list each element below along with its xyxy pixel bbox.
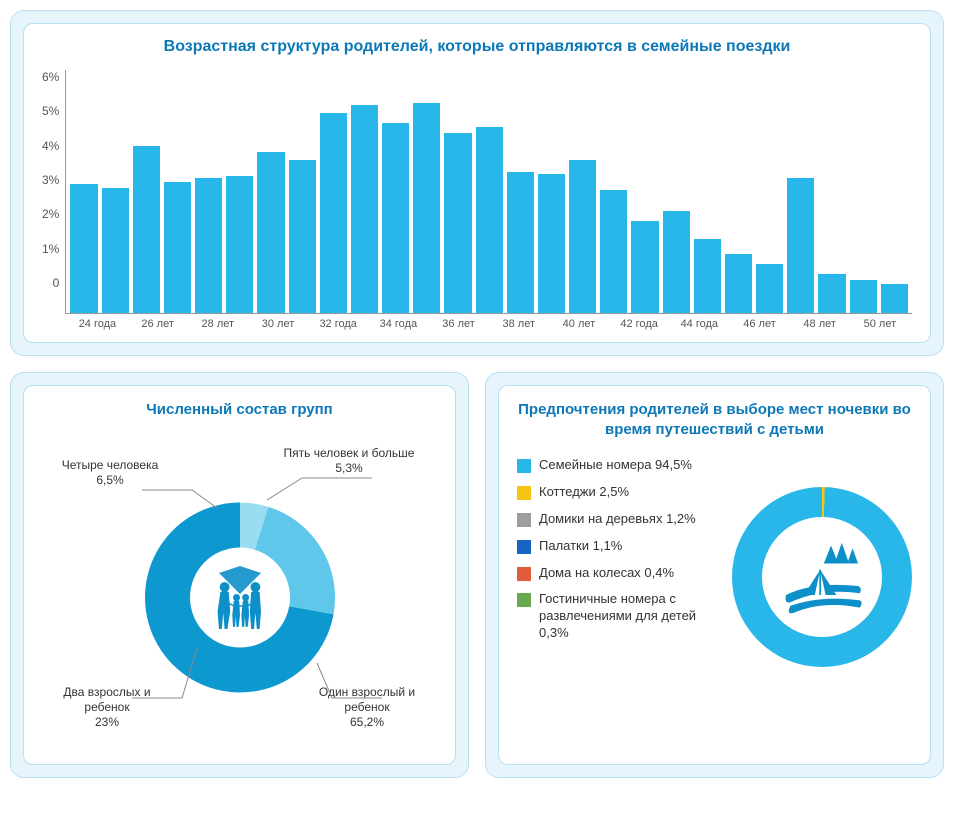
group-size-inner: Численный состав групп — [23, 385, 456, 765]
y-tick: 4% — [42, 139, 59, 153]
age-structure-panel: Возрастная структура родителей, которые … — [10, 10, 944, 356]
legend-swatch — [517, 459, 531, 473]
legend-swatch — [517, 567, 531, 581]
bar-age-45 — [725, 254, 752, 313]
legend-label: Коттеджи 2,5% — [539, 484, 629, 501]
x-label: 28 лет — [190, 318, 246, 330]
callout-one-adult: Один взрослый и ребенок 65,2% — [297, 685, 437, 730]
legend-label: Домики на деревьях 1,2% — [539, 511, 696, 528]
bar-age-26 — [133, 146, 160, 313]
bar-age-30 — [257, 152, 284, 313]
bar-age-36 — [444, 133, 471, 313]
age-structure-inner: Возрастная структура родителей, которые … — [23, 23, 931, 343]
bar-age-41 — [600, 190, 627, 313]
bar-chart-plot — [65, 70, 912, 314]
bar-age-43 — [663, 211, 690, 313]
family-icon — [205, 562, 275, 632]
bar-chart: 6% 5% 4% 3% 2% 1% 0 24 года 26 лет 28 лет 30 лет 3… — [42, 70, 912, 330]
legend-label: Гостиничные номера с развлечениями для д… — [539, 591, 718, 642]
bar-age-39 — [538, 174, 565, 313]
x-label: 36 лет — [430, 318, 486, 330]
y-tick: 6% — [42, 70, 59, 84]
bar-age-27 — [164, 182, 191, 313]
bar-age-25 — [102, 188, 129, 313]
callout-four: Четыре человека 6,5% — [50, 458, 170, 488]
bar-age-44 — [694, 239, 721, 313]
bar-age-49 — [850, 280, 877, 313]
bar-age-42 — [631, 221, 658, 313]
x-label: 48 лет — [792, 318, 848, 330]
bar-chart-x-axis: 24 года 26 лет 28 лет 30 лет 32 года 34 года 3… — [65, 314, 912, 330]
legend-item: Семейные номера 94,5% — [517, 457, 718, 474]
legend-swatch — [517, 486, 531, 500]
legend-label: Палатки 1,1% — [539, 538, 622, 555]
preferences-inner: Предпочтения родителей в выборе мест ноч… — [498, 385, 931, 765]
x-label: 30 лет — [250, 318, 306, 330]
bar-age-31 — [289, 160, 316, 313]
x-label: 40 лет — [551, 318, 607, 330]
callout-two-adults: Два взрослых и ребенок 23% — [42, 685, 172, 730]
group-chart-title: Численный состав групп — [42, 400, 437, 420]
group-size-panel: Численный состав групп — [10, 372, 469, 778]
legend-swatch — [517, 513, 531, 527]
camping-icon — [777, 532, 867, 622]
y-tick: 2% — [42, 207, 59, 221]
group-donut-hole — [190, 547, 290, 647]
group-donut — [145, 502, 335, 692]
preferences-panel: Предпочтения родителей в выборе мест ноч… — [485, 372, 944, 778]
pref-legend: Семейные номера 94,5% Коттеджи 2,5% Домики… — [517, 457, 718, 652]
legend-item: Дома на колесах 0,4% — [517, 565, 718, 582]
x-label: 32 года — [310, 318, 366, 330]
pref-donut-hole — [762, 517, 882, 637]
x-label: 46 лет — [731, 318, 787, 330]
x-label: 38 лет — [491, 318, 547, 330]
bar-age-24 — [70, 184, 97, 313]
legend-item: Палатки 1,1% — [517, 538, 718, 555]
x-label: 50 лет — [852, 318, 908, 330]
bar-age-50 — [881, 284, 908, 313]
bar-age-34 — [382, 123, 409, 313]
bar-age-28 — [195, 178, 222, 313]
legend-label: Семейные номера 94,5% — [539, 457, 692, 474]
bar-age-48 — [818, 274, 845, 313]
legend-item: Гостиничные номера с развлечениями для д… — [517, 591, 718, 642]
bar-age-37 — [476, 127, 503, 313]
y-tick: 0 — [53, 276, 60, 290]
legend-swatch — [517, 593, 531, 607]
x-label: 44 года — [671, 318, 727, 330]
bar-chart-title: Возрастная структура родителей, которые … — [42, 38, 912, 56]
x-label: 34 года — [370, 318, 426, 330]
bar-age-40 — [569, 160, 596, 313]
bar-chart-y-axis: 6% 5% 4% 3% 2% 1% 0 — [42, 70, 65, 290]
bar-age-32 — [320, 113, 347, 313]
pref-donut — [732, 487, 912, 667]
bar-age-29 — [226, 176, 253, 313]
x-label: 24 года — [69, 318, 125, 330]
bar-age-38 — [507, 172, 534, 313]
y-tick: 3% — [42, 173, 59, 187]
x-label: 26 лет — [130, 318, 186, 330]
legend-label: Дома на колесах 0,4% — [539, 565, 674, 582]
pref-chart-title: Предпочтения родителей в выборе мест ноч… — [517, 400, 912, 439]
legend-item: Коттеджи 2,5% — [517, 484, 718, 501]
bar-age-35 — [413, 103, 440, 313]
bar-age-33 — [351, 105, 378, 313]
legend-item: Домики на деревьях 1,2% — [517, 511, 718, 528]
bar-age-47 — [787, 178, 814, 313]
x-label: 42 года — [611, 318, 667, 330]
group-donut-wrap: Четыре человека 6,5% Пять человек и боль… — [42, 438, 437, 738]
y-tick: 1% — [42, 242, 59, 256]
legend-swatch — [517, 540, 531, 554]
callout-five-plus: Пять человек и больше 5,3% — [269, 446, 429, 476]
y-tick: 5% — [42, 104, 59, 118]
bar-age-46 — [756, 264, 783, 313]
